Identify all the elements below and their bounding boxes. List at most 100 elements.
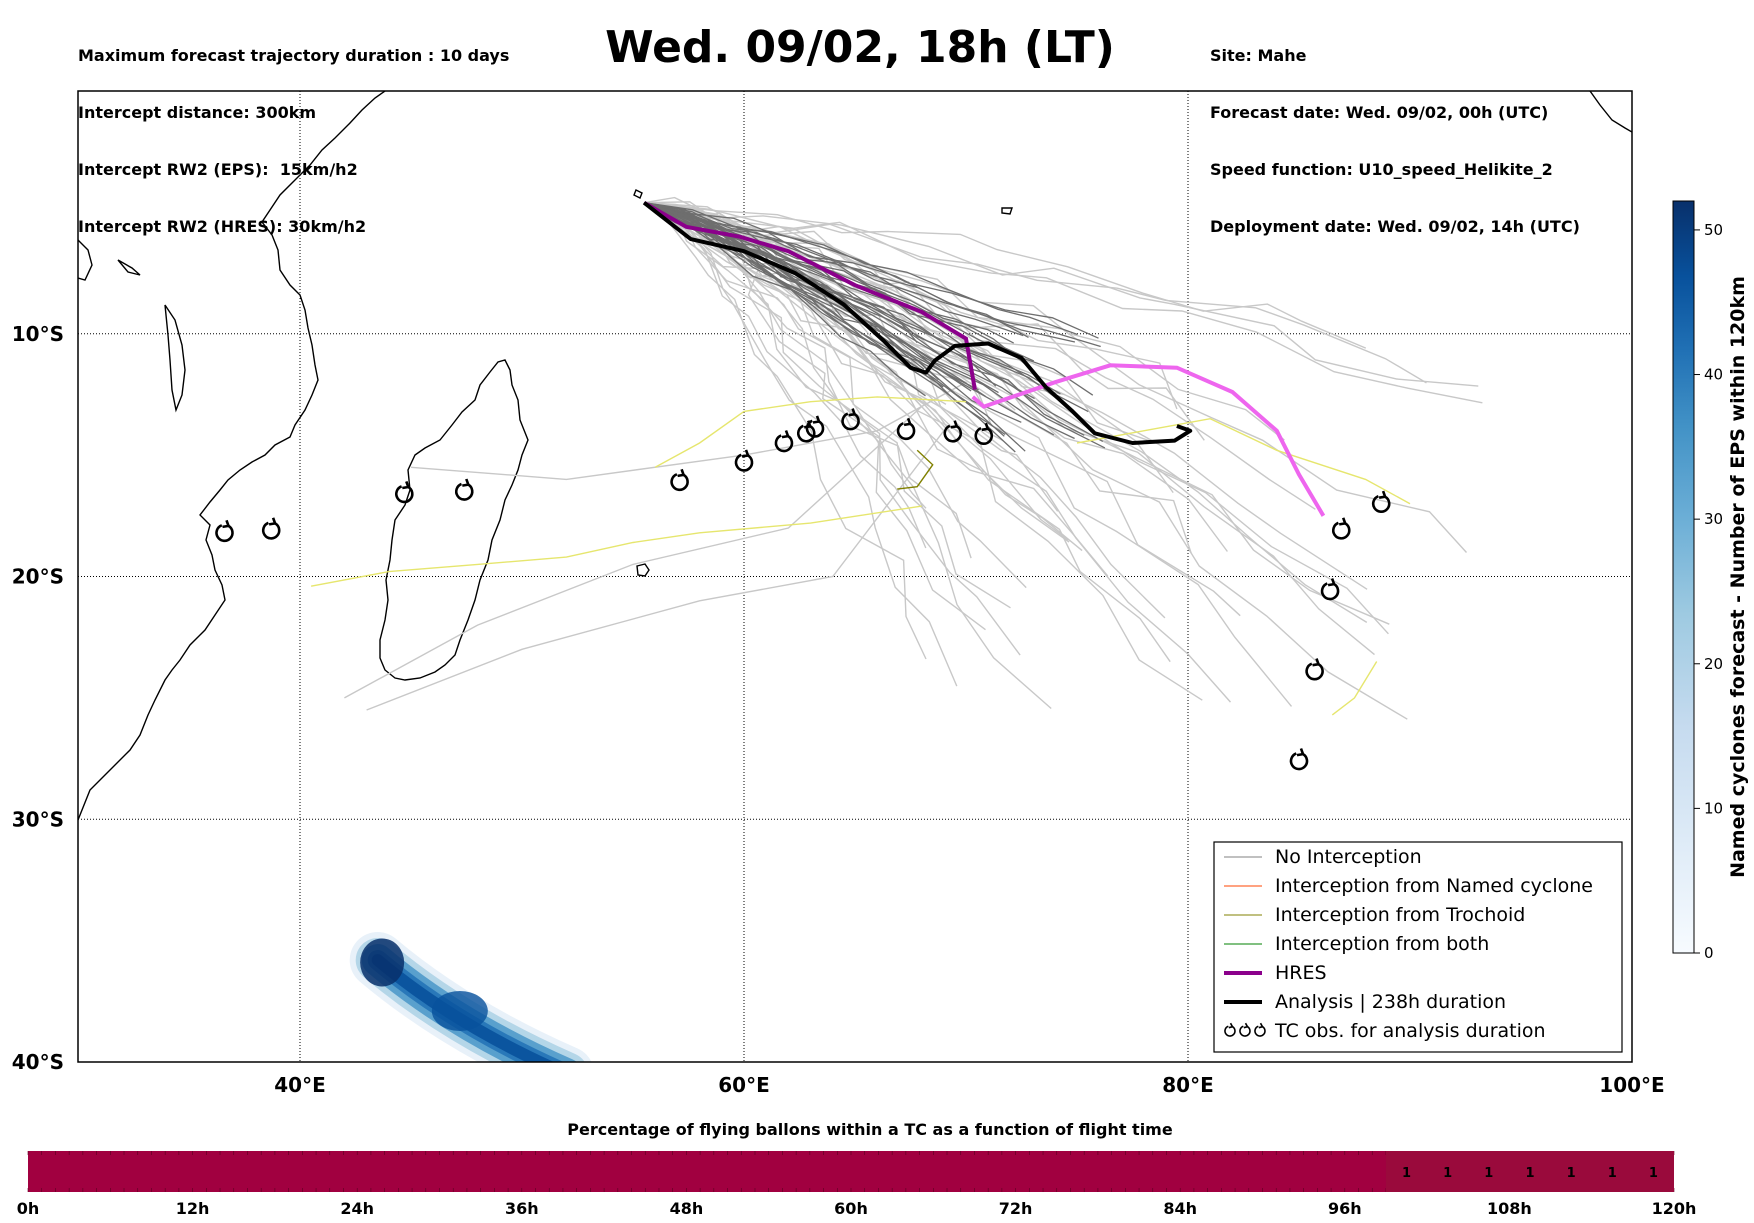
colorbar-tick-label: 20 [1704,655,1723,673]
header-max-duration: Maximum forecast trajectory duration : 1… [78,46,510,65]
tc-arrowhead [848,408,857,417]
africa-coastline [78,91,386,821]
header-left-info: Maximum forecast trajectory duration : 1… [78,8,509,255]
eps-trajectory-dark [643,202,1099,339]
eps-trajectory-dark [643,202,1026,365]
tc-arc [1289,752,1309,771]
map-frame [77,90,1633,1063]
header-intercept-hres: Intercept RW2 (HRES): 30km/h2 [78,217,367,236]
tc-obs-icon [1320,578,1340,601]
eps-trajectory-dark [643,202,1014,344]
tc-obs-icon [734,449,754,472]
tc-arc [841,412,860,431]
eps-trajectory-light [643,202,1316,510]
tc-arrowhead [1228,1022,1234,1029]
tc-arc [670,473,689,492]
tc-obs-icon [670,468,689,492]
tc-arc [1331,521,1351,540]
map-layers [78,91,1632,1062]
bar-cell-region [1385,1151,1674,1192]
legend-label: Interception from Named cyclone [1275,875,1593,897]
tc-obs-icon [261,517,281,540]
seychelles-islands [633,189,1013,215]
eps-trajectory-light [344,357,923,699]
bar-cell-value: 1 [1649,1166,1658,1181]
eps-trajectory-light [643,202,1232,703]
tc-arc [1224,1025,1236,1037]
legend-label: HRES [1275,962,1327,984]
lat-tick-label: 30°S [12,807,64,831]
tc-arrowhead [741,449,750,458]
bar-cell-value: 1 [1402,1166,1411,1181]
lake-tanganyika [117,259,141,276]
eps-trajectory-dark [643,202,1035,400]
legend-label: Analysis | 238h duration [1275,991,1506,1013]
eps-trajectory-light [644,202,1367,349]
tc-obs-icon [1239,1022,1251,1037]
colorbar-tick-label: 0 [1704,944,1714,962]
tc-arc [734,453,754,472]
tc-arrowhead [1243,1022,1249,1029]
tc-arrowhead [1338,517,1347,526]
header-deployment-date: Deployment date: Wed. 09/02, 14h (UTC) [1210,217,1580,236]
tc-arrowhead [1327,578,1336,587]
tc-arc [1305,662,1324,681]
tc-obs-icon [974,422,994,445]
bar-cell-value: 1 [1484,1166,1493,1181]
lat-tick-label: 40°S [12,1050,64,1074]
bottom-bar-title: Percentage of flying ballons within a TC… [567,1120,1173,1139]
eps-trajectory-light [643,202,1479,387]
tc-obs-icon [1224,1022,1236,1037]
header-intercept-eps: Intercept RW2 (EPS): 15km/h2 [78,160,358,179]
tc-arc [1320,582,1340,601]
colorbar: 0 10 20 30 40 50 Named cyclones forecast - Nu… [1672,200,1749,962]
tc-arrowhead [950,420,959,429]
bar-tick-label: 36h [505,1199,539,1218]
lat-tick-label: 20°S [12,565,64,589]
tc-obs-icon [1305,658,1324,681]
bar-tick-label: 84h [1163,1199,1197,1218]
tc-obs-icon [454,478,474,501]
tc-obs-icon [1254,1022,1266,1037]
colorbar-tick-label: 30 [1704,510,1723,528]
tc-obs-icon [1289,748,1309,771]
tc-obs-icon [1331,517,1351,540]
tc-arc [395,485,414,504]
australia-coastline [1589,91,1632,133]
colorbar-tick-label: 10 [1704,799,1723,817]
legend-label: Interception from both [1275,933,1489,955]
tc-arrowhead [268,517,277,526]
tc-arc [974,426,994,445]
tc-obs-icon [1371,490,1391,513]
tc-obs-icon [805,415,825,438]
tc-arrowhead [402,480,411,490]
madagascar-coastline [379,359,529,681]
bar-tick-label: 48h [670,1199,704,1218]
tc-arc [896,422,916,441]
header-speed-function: Speed function: U10_speed_Helikite_2 [1210,160,1553,179]
bar-tick-label: 60h [834,1199,868,1218]
header-right-info: Site: Mahe Forecast date: Wed. 09/02, 00… [1210,8,1580,255]
bar-tick-label: 12h [176,1199,210,1218]
tc-obs-icon [774,430,794,453]
trajectories [310,196,1483,720]
tc-arrowhead [1296,748,1305,757]
density-core [360,938,405,987]
tc-arc [454,482,474,501]
eps-trajectory-light [643,202,1293,707]
bar-cell-value: 1 [1443,1166,1452,1181]
tc-arrowhead [462,478,471,487]
bar-cell-value: 1 [1567,1166,1576,1181]
legend-label: TC obs. for analysis duration [1274,1020,1546,1042]
colorbar-tick-label: 40 [1704,366,1723,384]
eps-trajectory-dark [643,202,1006,436]
density-core [431,991,488,1032]
tc-obs-icon [395,480,414,504]
colorbar-label: Named cyclones forecast - Number of EPS … [1727,276,1749,878]
tc-obs-markers [215,408,1391,771]
lake-malawi [164,304,186,413]
eps-trajectory-dark [644,202,1101,348]
eps-trajectory-light [643,202,986,631]
bar-tick-label: 108h [1487,1199,1532,1218]
tc-obs-icon [841,408,860,431]
